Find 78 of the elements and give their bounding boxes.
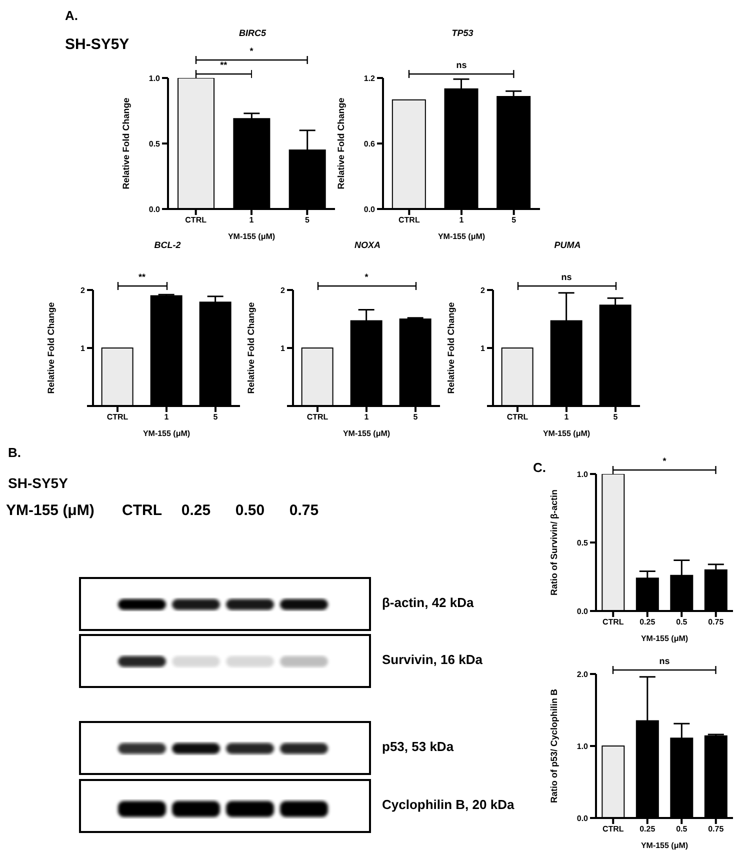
category-label: p53, 53 kDa	[382, 739, 454, 754]
y-tick-label: 0.6	[364, 140, 376, 148]
chart-title: TP53	[450, 28, 474, 40]
text: C.	[533, 460, 546, 475]
x-tick-label: 0.5	[676, 618, 688, 627]
x-axis-title: YM-155 (μM)	[142, 429, 190, 438]
category-label: Survivin, 16 kDa	[382, 652, 482, 667]
text: B.	[8, 445, 21, 460]
x-tick-label: 5	[304, 216, 310, 225]
x-tick-label: 0.25	[640, 824, 656, 834]
chart-title: PUMA	[553, 240, 582, 252]
category-label: Cyclophilin B, 20 kDa	[382, 797, 514, 812]
x-axis-title: YM-155 (μM)	[542, 429, 590, 438]
category-label: 0.75	[288, 502, 320, 519]
y-tick-label: 1.2	[364, 74, 376, 83]
x-tick-label: 0.75	[708, 824, 724, 834]
y-axis-title: Relative Fold Change	[446, 302, 456, 394]
x-tick-label: 0.75	[708, 618, 724, 627]
y-tick-label: 0.0	[364, 205, 376, 214]
category-label: CTRL	[121, 502, 163, 519]
text: **	[219, 60, 228, 70]
x-tick-label: CTRL	[602, 618, 624, 627]
category-label: 0.25	[180, 502, 212, 519]
y-axis-title: Relative Fold Change	[336, 98, 346, 190]
y-tick-label: 1.0	[148, 74, 161, 83]
y-tick-label: 2.0	[576, 670, 589, 679]
y-axis-title: Relative Fold Change	[246, 302, 256, 394]
chart-title: BCL-2	[153, 240, 182, 252]
x-tick-label: 0.5	[676, 824, 688, 834]
text: A.	[65, 8, 78, 23]
y-tick-label: 1.0	[576, 470, 589, 479]
text: SH-SY5Y	[8, 475, 68, 491]
x-tick-label: CTRL	[306, 412, 328, 422]
y-axis-title: Ratio of Survivin/ β-actin	[549, 489, 560, 596]
y-tick-label: 2	[280, 286, 286, 295]
x-tick-label: 1	[564, 412, 570, 422]
x-tick-label: CTRL	[506, 412, 528, 422]
text: *	[248, 46, 254, 56]
text: SH-SY5Y	[65, 36, 130, 53]
x-tick-label: 5	[213, 412, 218, 422]
y-tick-label: 1.0	[576, 742, 589, 751]
y-tick-label: 0.0	[576, 814, 589, 823]
x-tick-label: 5	[413, 412, 418, 422]
y-tick-label: 0.5	[576, 538, 589, 548]
x-tick-label: 1	[249, 216, 254, 225]
y-tick-label: 0.0	[148, 205, 161, 214]
y-tick-label: 2	[80, 286, 86, 295]
x-tick-label: 5	[613, 412, 618, 422]
x-tick-label: 5	[512, 216, 517, 225]
x-axis-title: YM-155 (μM)	[438, 232, 486, 241]
chart-title: BIRC5	[238, 28, 266, 38]
text: YM-155 (μM)	[6, 502, 94, 519]
chart-title: NOXA	[353, 240, 382, 252]
category-label: β-actin, 42 kDa	[382, 595, 474, 610]
x-axis-title: YM-155 (μM)	[640, 841, 688, 850]
y-axis-title: Relative Fold Change	[121, 98, 132, 190]
x-axis-title: YM-155 (μM)	[640, 634, 688, 643]
x-tick-label: CTRL	[602, 824, 624, 834]
y-tick-label: 2	[480, 286, 486, 295]
x-tick-label: 1	[164, 412, 170, 422]
x-tick-label: CTRL	[106, 412, 128, 422]
x-tick-label: CTRL	[398, 216, 420, 225]
y-tick-label: 0.0	[576, 607, 589, 616]
y-axis-title: Relative Fold Change	[46, 302, 56, 394]
text: ns	[658, 656, 671, 666]
category-label: 0.50	[234, 502, 266, 519]
text: *	[364, 272, 370, 282]
x-tick-label: 0.25	[640, 618, 656, 627]
y-tick-label: 0.5	[148, 140, 161, 148]
y-axis-title: Ratio of p53/ Cyclophilin B	[549, 688, 560, 804]
text: ns	[455, 60, 468, 70]
text: ns	[560, 272, 573, 282]
x-axis-title: YM-155 (μM)	[228, 232, 276, 241]
x-tick-label: CTRL	[185, 216, 207, 225]
x-tick-label: 1	[459, 216, 464, 225]
text: *	[662, 456, 668, 466]
text: **	[137, 272, 146, 282]
x-axis-title: YM-155 (μM)	[342, 429, 390, 438]
